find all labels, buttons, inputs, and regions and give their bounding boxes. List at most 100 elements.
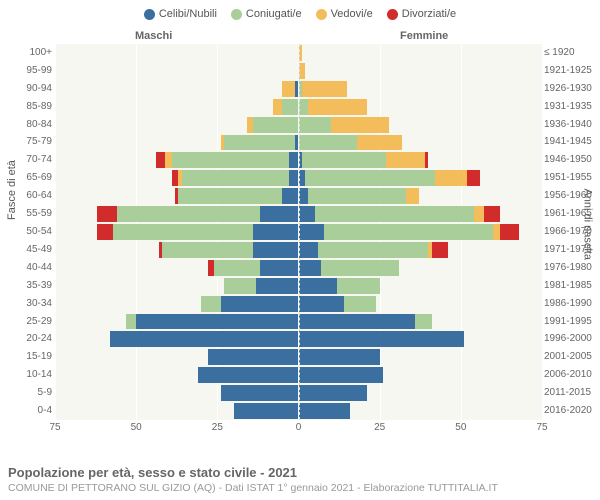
legend-swatch [231,9,242,20]
bar-segment-female [299,135,357,151]
chart-subtitle: COMUNE DI PETTORANO SUL GIZIO (AQ) - Dat… [8,482,592,494]
legend-label: Coniugati/e [246,8,302,20]
age-tick: 10-14 [2,369,52,380]
age-tick: 80-84 [2,119,52,130]
bar-segment-female [299,224,325,240]
age-tick: 35-39 [2,280,52,291]
birth-year-tick: ≤ 1920 [544,47,598,58]
bar-segment-male [247,117,253,133]
bar-segment-male [117,206,260,222]
bar-segment-male [221,296,299,312]
x-tick: 50 [131,422,142,433]
bar-segment-male [224,278,256,294]
bar-segment-male [172,170,178,186]
bar-segment-female [299,367,383,383]
bar-segment-female [299,188,309,204]
age-tick: 60-64 [2,190,52,201]
age-tick: 0-4 [2,405,52,416]
bar-segment-male [256,278,298,294]
bar-segment-female [321,260,399,276]
female-label: Femmine [400,30,448,42]
bar-segment-male [208,349,299,365]
legend-swatch [316,9,327,20]
age-tick: 95-99 [2,65,52,76]
bar-segment-female [435,170,467,186]
age-tick: 55-59 [2,208,52,219]
bar-segment-male [253,117,298,133]
bar-segment-female [299,99,309,115]
bar-segment-male [282,188,298,204]
birth-year-tick: 1971-1975 [544,244,598,255]
legend-swatch [387,9,398,20]
bar-segment-female [308,188,405,204]
age-tick: 25-29 [2,316,52,327]
age-tick: 30-34 [2,298,52,309]
bar-segment-male [162,242,253,258]
bar-segment-female [406,188,419,204]
bar-segment-female [425,152,428,168]
age-tick: 40-44 [2,262,52,273]
bar-segment-male [113,224,253,240]
birth-year-tick: 1981-1985 [544,280,598,291]
legend-item: Coniugati/e [231,8,302,20]
legend-item: Celibi/Nubili [144,8,217,20]
male-label: Maschi [135,30,172,42]
birth-year-tick: 1966-1970 [544,226,598,237]
age-tick: 15-19 [2,351,52,362]
chart-title: Popolazione per età, sesso e stato civil… [8,465,592,480]
bar-segment-male [126,314,136,330]
birth-year-tick: 1951-1955 [544,172,598,183]
bar-segment-female [357,135,402,151]
bar-segment-male [172,152,289,168]
bar-segment-male [273,99,283,115]
birth-year-tick: 2016-2020 [544,405,598,416]
bar-segment-female [308,99,366,115]
bar-segment-female [305,170,435,186]
bar-segment-male [234,403,299,419]
bar-segment-male [178,188,282,204]
chart-footer: Popolazione per età, sesso e stato civil… [8,465,592,494]
bar-segment-female [299,260,322,276]
bar-segment-male [182,170,289,186]
bar-segment-female [415,314,431,330]
bar-segment-female [299,296,344,312]
x-tick: 25 [212,422,223,433]
age-tick: 100+ [2,47,52,58]
bar-segment-female [315,206,474,222]
bar-segment-male [165,152,171,168]
x-axis: 7550250255075 [55,422,542,436]
bar-segment-male [289,152,299,168]
birth-year-tick: 2006-2010 [544,369,598,380]
bar-segment-male [110,331,298,347]
birth-year-tick: 1961-1965 [544,208,598,219]
plot-area [55,44,542,420]
legend-label: Celibi/Nubili [159,8,217,20]
bar-segment-female [302,81,347,97]
bar-segment-male [201,296,220,312]
bar-segment-male [289,170,299,186]
age-tick: 90-94 [2,83,52,94]
bar-segment-female [299,349,380,365]
bar-segment-female [299,206,315,222]
birth-year-tick: 1956-1960 [544,190,598,201]
bar-segment-female [299,385,367,401]
birth-year-tick: 1926-1930 [544,83,598,94]
birth-year-tick: 1931-1935 [544,101,598,112]
bar-segment-male [221,135,224,151]
birth-year-tick: 1921-1925 [544,65,598,76]
birth-year-tick: 2001-2005 [544,351,598,362]
legend-item: Vedovi/e [316,8,373,20]
bar-segment-male [198,367,299,383]
bar-segment-female [299,314,416,330]
bar-segment-female [474,206,484,222]
bar-segment-male [282,81,295,97]
legend-label: Vedovi/e [331,8,373,20]
bar-segment-female [318,242,428,258]
bar-segment-female [500,224,519,240]
age-tick: 70-74 [2,154,52,165]
legend: Celibi/NubiliConiugati/eVedovi/eDivorzia… [0,0,600,28]
bar-segment-male [260,206,299,222]
bar-segment-female [467,170,480,186]
x-tick: 50 [455,422,466,433]
bar-segment-male [159,242,162,258]
